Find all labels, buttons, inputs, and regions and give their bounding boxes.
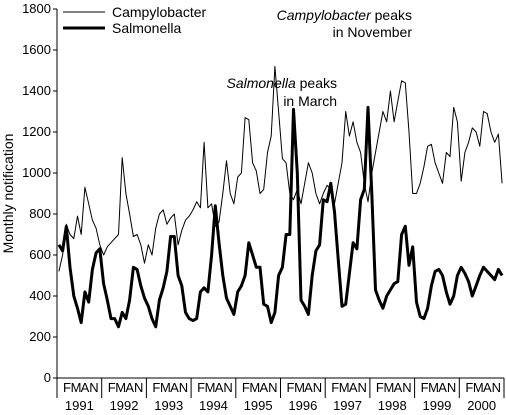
legend-label-salmonella: Salmonella: [112, 20, 181, 36]
month-label: N: [179, 380, 188, 395]
y-tick-label: 1800: [22, 1, 51, 16]
month-label: N: [223, 380, 232, 395]
month-label: A: [81, 380, 90, 395]
month-label: M: [383, 380, 394, 395]
month-label: A: [394, 380, 403, 395]
month-label: A: [483, 380, 492, 395]
month-label: M: [205, 380, 216, 395]
year-label: 1994: [199, 398, 228, 413]
month-label: N: [89, 380, 98, 395]
month-label: A: [215, 380, 224, 395]
y-tick-label: 1000: [22, 165, 51, 180]
month-label: F: [331, 380, 339, 395]
month-label: A: [125, 380, 134, 395]
month-label: M: [249, 380, 260, 395]
month-label: N: [402, 380, 411, 395]
month-label: F: [465, 380, 473, 395]
month-label: M: [71, 380, 82, 395]
month-label: N: [447, 380, 456, 395]
annotation-line2-salmonella: in March: [283, 93, 337, 109]
year-label: 1992: [110, 398, 139, 413]
y-tick-label: 400: [29, 288, 51, 303]
y-tick-label: 200: [29, 329, 51, 344]
month-label: F: [376, 380, 384, 395]
month-label: F: [287, 380, 295, 395]
month-label: A: [438, 380, 447, 395]
month-label: N: [134, 380, 143, 395]
month-label: N: [358, 380, 367, 395]
y-axis-title: Monthly notification: [0, 134, 16, 254]
legend-label-campylobacter: Campylobacter: [112, 4, 206, 20]
month-label: M: [473, 380, 484, 395]
month-label: M: [115, 380, 126, 395]
month-label: M: [160, 380, 171, 395]
year-label: 1999: [422, 398, 451, 413]
month-label: M: [339, 380, 350, 395]
month-label: A: [170, 380, 179, 395]
annotation-peaks-word: peaks: [296, 75, 337, 91]
month-label: F: [421, 380, 429, 395]
y-axis: 0 200 400 600 800 1000 1200 1400 1600 1800: [22, 1, 58, 385]
y-tick-label: 600: [29, 247, 51, 262]
annotation-line2-campylobacter: in November: [333, 24, 413, 40]
year-label: 1996: [288, 398, 317, 413]
annotation-species-name: Salmonella: [226, 75, 295, 91]
annotation-peaks-word: peaks: [371, 7, 412, 23]
annotation-line1-campylobacter: Campylobacter peaks: [277, 7, 412, 23]
month-label: A: [259, 380, 268, 395]
year-label: 1995: [244, 398, 273, 413]
month-label: N: [492, 380, 501, 395]
y-tick-label: 1200: [22, 124, 51, 139]
y-tick-label: 800: [29, 206, 51, 221]
annotation-species-name: Campylobacter: [277, 7, 372, 23]
series-line-campylobacter: [58, 65, 503, 272]
y-tick-label: 1600: [22, 42, 51, 57]
year-label: 1993: [154, 398, 183, 413]
year-label: 2000: [467, 398, 496, 413]
annotation-line1-salmonella: Salmonella peaks: [226, 75, 337, 91]
month-label: M: [428, 380, 439, 395]
y-tick-label: 1400: [22, 83, 51, 98]
y-tick-label: 0: [44, 370, 51, 385]
month-label: M: [294, 380, 305, 395]
series-lines: [57, 65, 504, 329]
series-line-salmonella: [57, 105, 504, 329]
month-label: N: [313, 380, 322, 395]
month-label: F: [63, 380, 71, 395]
year-label: 1998: [378, 398, 407, 413]
month-label: F: [197, 380, 205, 395]
month-label: F: [152, 380, 160, 395]
year-label: 1997: [333, 398, 362, 413]
year-label: 1991: [65, 398, 94, 413]
month-label: F: [242, 380, 250, 395]
month-label: A: [349, 380, 358, 395]
month-label: N: [268, 380, 277, 395]
month-label: A: [304, 380, 313, 395]
month-label: F: [108, 380, 116, 395]
